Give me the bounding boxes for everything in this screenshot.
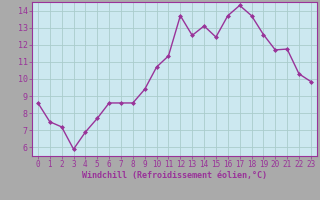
X-axis label: Windchill (Refroidissement éolien,°C): Windchill (Refroidissement éolien,°C) bbox=[82, 171, 267, 180]
